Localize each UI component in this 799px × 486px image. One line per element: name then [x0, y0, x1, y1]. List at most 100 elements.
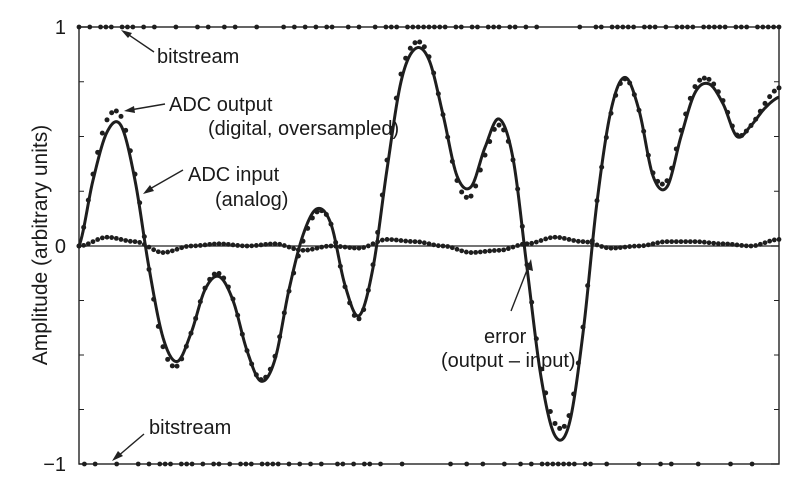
- error-point: [337, 244, 343, 249]
- error-point: [174, 246, 180, 252]
- error-point: [95, 237, 101, 242]
- bit-point: [286, 461, 292, 467]
- error-point: [356, 245, 362, 251]
- output-point: [197, 299, 203, 305]
- bit-point: [195, 24, 200, 30]
- output-point: [267, 366, 273, 372]
- output-point: [263, 374, 269, 380]
- bit-point: [119, 24, 125, 30]
- error-point: [99, 235, 105, 241]
- bit-point: [388, 24, 394, 30]
- error-point: [706, 240, 712, 246]
- error-point: [211, 241, 217, 247]
- output-point: [421, 44, 427, 50]
- output-point: [146, 266, 152, 272]
- bit-point: [410, 24, 416, 30]
- bit-point: [582, 461, 588, 467]
- output-point: [244, 348, 250, 354]
- bit-point: [162, 461, 168, 467]
- error-point: [123, 238, 129, 243]
- bit-point: [318, 461, 324, 467]
- bit-point: [243, 461, 249, 467]
- bit-point: [135, 461, 141, 467]
- bit-point: [291, 24, 297, 30]
- error-point: [104, 234, 110, 240]
- error-point: [151, 247, 157, 253]
- bit-point: [545, 461, 550, 467]
- error-point: [361, 245, 367, 250]
- error-point: [687, 239, 693, 245]
- error-point: [603, 245, 609, 251]
- output-point: [449, 158, 455, 164]
- error-point: [225, 241, 231, 247]
- error-point: [403, 238, 409, 244]
- bit-point: [539, 461, 545, 467]
- output-point: [90, 171, 96, 177]
- output-point: [118, 113, 124, 119]
- output-point: [650, 170, 656, 176]
- output-point: [673, 146, 679, 152]
- output-point: [393, 95, 399, 101]
- bit-point: [313, 24, 319, 30]
- error-point: [491, 248, 497, 253]
- error-point: [160, 250, 166, 255]
- error-point: [468, 250, 474, 255]
- output-point: [230, 296, 236, 302]
- error-point: [673, 239, 679, 245]
- output-point: [482, 152, 488, 158]
- error-point: [342, 244, 348, 250]
- bit-point: [561, 461, 567, 467]
- output-point: [328, 221, 334, 227]
- bit-point: [302, 24, 308, 30]
- error-point: [300, 247, 306, 253]
- y-tick-label: 0: [55, 236, 66, 258]
- error-point: [734, 242, 740, 248]
- output-point: [580, 324, 586, 330]
- output-point: [342, 284, 348, 290]
- error-point: [146, 244, 152, 250]
- output-point: [491, 126, 497, 132]
- output-point: [277, 334, 283, 340]
- bit-point: [722, 24, 728, 30]
- bit-point: [281, 24, 287, 30]
- bit-point: [442, 24, 448, 30]
- bit-point: [464, 461, 470, 467]
- output-point: [225, 284, 231, 290]
- output-point: [375, 229, 381, 235]
- error-point: [351, 245, 357, 251]
- error-point: [426, 241, 432, 247]
- bit-point: [528, 461, 534, 467]
- error-point: [389, 237, 395, 242]
- bit-point: [658, 461, 663, 467]
- output-point: [398, 71, 404, 77]
- output-point: [533, 336, 539, 342]
- output-point: [253, 372, 259, 378]
- bit-point: [577, 24, 583, 30]
- annotation-text: bitstream: [157, 46, 239, 68]
- output-point: [477, 167, 483, 173]
- output-point: [510, 157, 516, 163]
- output-point: [179, 356, 185, 362]
- output-point: [137, 200, 143, 206]
- bit-point: [604, 461, 610, 467]
- bit-point: [356, 24, 362, 30]
- bit-point: [265, 461, 270, 467]
- output-point: [445, 134, 451, 140]
- output-point: [365, 287, 371, 293]
- annotation-adc-input: ADC input (analog): [143, 164, 288, 211]
- error-point: [272, 241, 278, 247]
- output-point: [571, 391, 577, 397]
- output-point: [678, 127, 684, 133]
- error-point: [678, 239, 684, 245]
- bit-point: [518, 461, 523, 467]
- error-point: [454, 246, 460, 252]
- error-point: [384, 237, 390, 242]
- bit-point: [141, 24, 147, 30]
- output-point: [169, 363, 175, 369]
- output-point: [734, 132, 740, 138]
- annotation-arrow: [125, 32, 155, 53]
- error-point: [617, 245, 623, 251]
- output-point: [557, 425, 563, 431]
- output-point: [575, 360, 581, 366]
- annotation-text: ADC input: [188, 164, 280, 186]
